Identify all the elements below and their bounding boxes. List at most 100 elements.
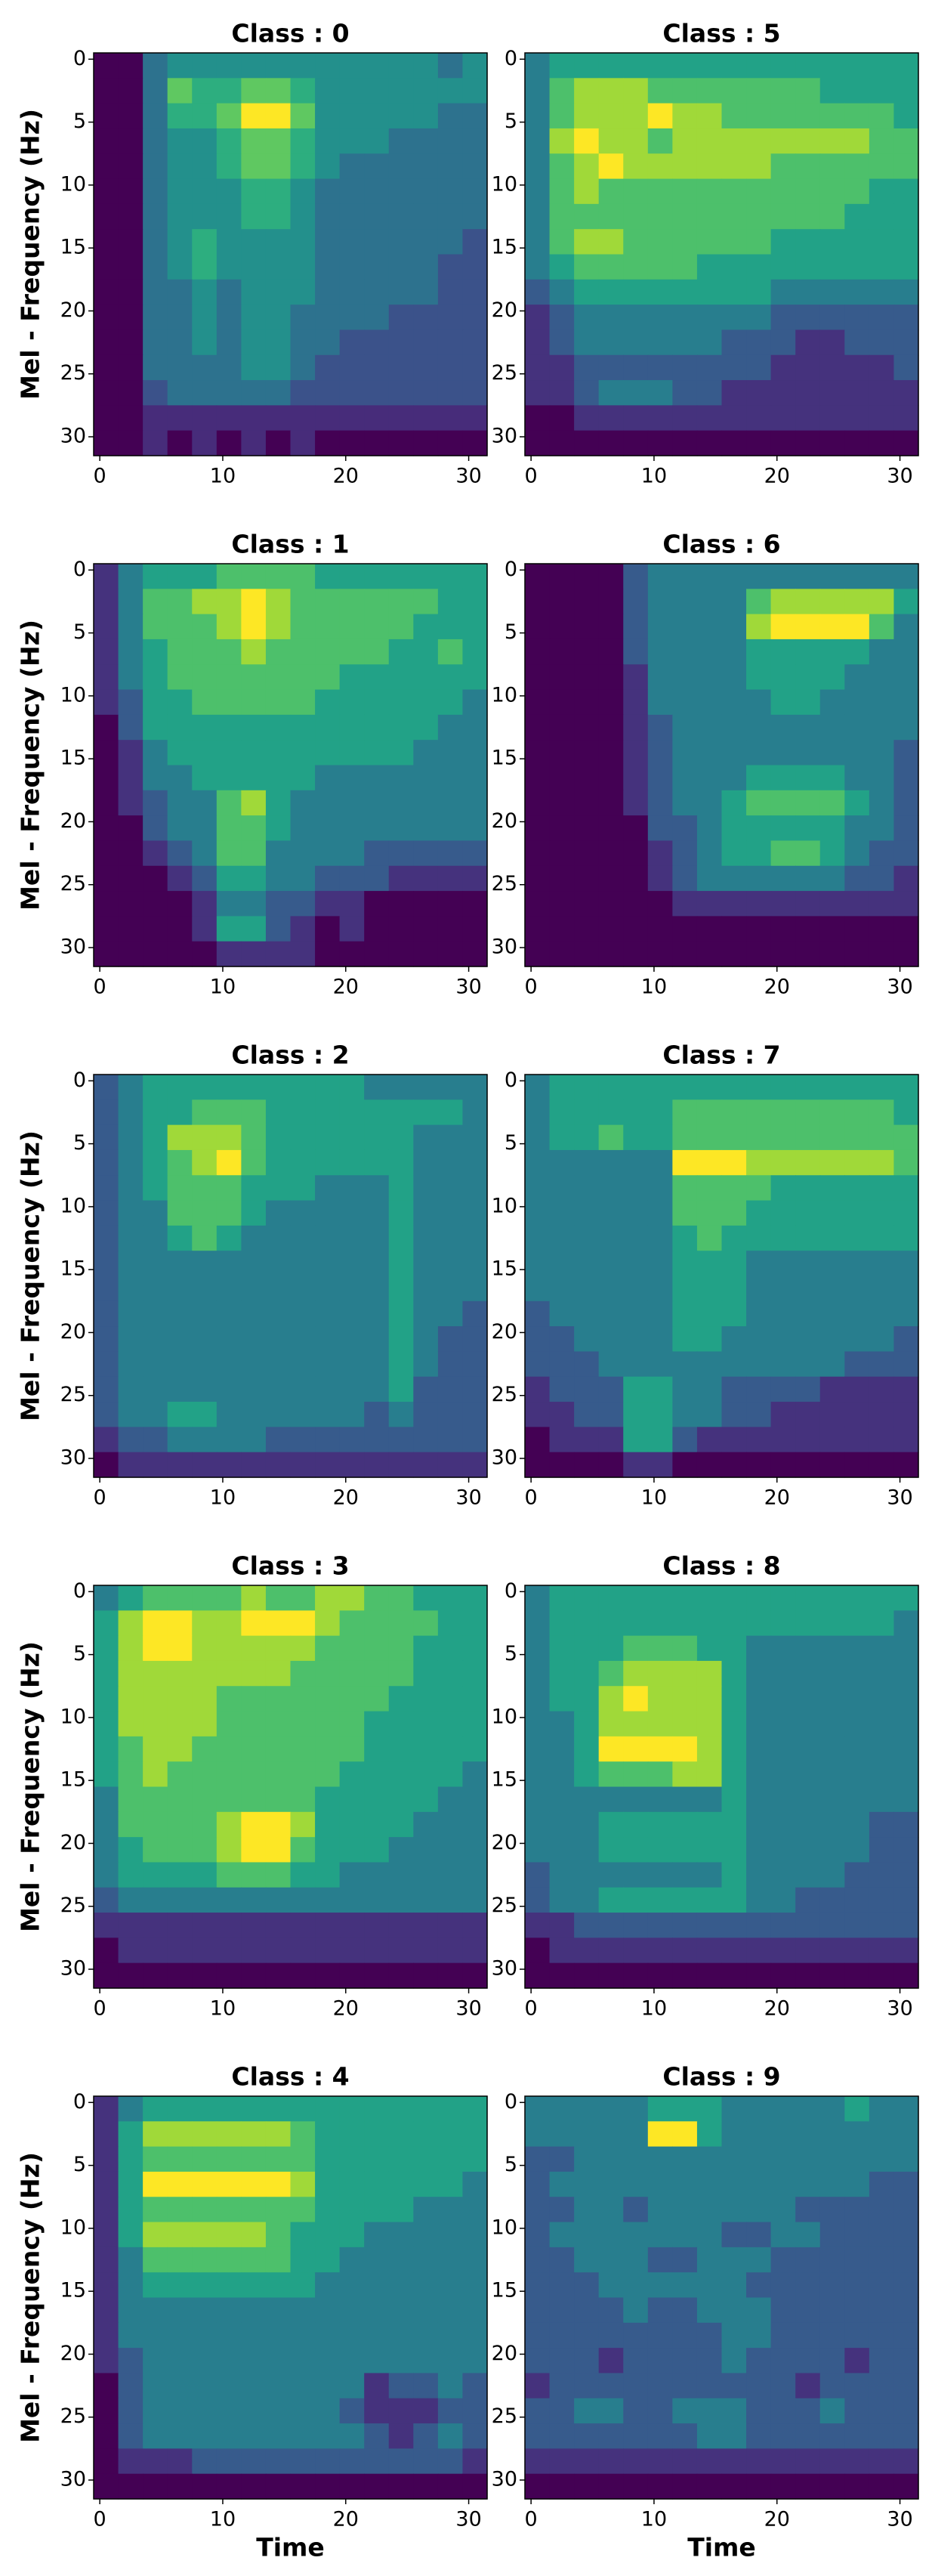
heatmap-cell bbox=[770, 1736, 796, 1762]
heatmap-cell bbox=[216, 2121, 242, 2148]
heatmap-cell bbox=[795, 153, 821, 180]
heatmap-cell bbox=[746, 254, 772, 280]
heatmap-cell bbox=[893, 689, 919, 716]
heatmap-cell bbox=[598, 1225, 624, 1251]
heatmap-cell bbox=[696, 78, 723, 104]
heatmap-cell bbox=[647, 1075, 673, 1100]
heatmap-cell bbox=[893, 815, 919, 842]
x-tick-label: 10 bbox=[210, 465, 236, 488]
heatmap-cell bbox=[462, 2297, 488, 2324]
heatmap-cell bbox=[696, 1736, 723, 1762]
heatmap-cell bbox=[598, 2197, 624, 2223]
heatmap-cell bbox=[696, 1376, 723, 1402]
heatmap-cell bbox=[598, 1452, 624, 1478]
heatmap-cell bbox=[844, 840, 870, 867]
heatmap-cell bbox=[721, 916, 747, 942]
heatmap-cell bbox=[241, 1736, 267, 1762]
heatmap-cell bbox=[844, 128, 870, 154]
heatmap-cell bbox=[844, 1149, 870, 1176]
panel-title: Class : 0 bbox=[231, 19, 349, 48]
heatmap-cell bbox=[893, 1376, 919, 1402]
heatmap-cell bbox=[94, 714, 119, 741]
heatmap-cell bbox=[437, 103, 464, 129]
heatmap-cell bbox=[721, 1402, 747, 1427]
heatmap-cell bbox=[265, 1276, 292, 1302]
heatmap-cell bbox=[143, 1913, 168, 1938]
heatmap-cell bbox=[167, 1862, 193, 1888]
panel-title: Class : 5 bbox=[662, 19, 780, 48]
heatmap-cell bbox=[315, 2398, 341, 2424]
heatmap-cell bbox=[315, 1686, 341, 1712]
heatmap-cell bbox=[844, 1585, 870, 1611]
heatmap-cell bbox=[844, 1736, 870, 1762]
heatmap-cell bbox=[437, 1962, 464, 1989]
heatmap-cell bbox=[869, 1402, 895, 1427]
heatmap-cell bbox=[672, 279, 698, 305]
heatmap-cell bbox=[696, 2272, 723, 2299]
heatmap-cell bbox=[869, 1376, 895, 1402]
heatmap-cell bbox=[795, 1585, 821, 1611]
heatmap-cell bbox=[143, 2297, 168, 2324]
heatmap-cell bbox=[192, 1761, 218, 1788]
heatmap-cell bbox=[696, 614, 723, 640]
heatmap-cell bbox=[696, 2423, 723, 2449]
heatmap-cell bbox=[525, 1200, 551, 1226]
heatmap-cell bbox=[696, 1251, 723, 1277]
heatmap-cell bbox=[549, 2222, 575, 2248]
heatmap-cell bbox=[869, 153, 895, 180]
heatmap-cell bbox=[844, 1200, 870, 1226]
heatmap-cell bbox=[241, 178, 267, 205]
heatmap-cell bbox=[746, 2473, 772, 2500]
heatmap-cell bbox=[462, 1660, 488, 1687]
heatmap-cell bbox=[413, 564, 439, 589]
y-tick-label: 25 bbox=[492, 361, 517, 385]
heatmap-cell bbox=[364, 103, 390, 129]
heatmap-cell bbox=[216, 2247, 242, 2273]
heatmap-cell bbox=[388, 840, 414, 867]
y-tick-label: 15 bbox=[60, 1768, 86, 1792]
heatmap-cell bbox=[770, 2247, 796, 2273]
heatmap-cell bbox=[746, 1351, 772, 1378]
heatmap-cell bbox=[413, 103, 439, 129]
heatmap-cell bbox=[339, 1351, 365, 1378]
heatmap-cell bbox=[623, 2171, 649, 2197]
heatmap-cell bbox=[118, 1660, 143, 1687]
heatmap-cell bbox=[525, 941, 551, 967]
heatmap-cell bbox=[462, 405, 488, 431]
heatmap-cell bbox=[623, 1276, 649, 1302]
heatmap-cell bbox=[672, 1175, 698, 1201]
heatmap-cell bbox=[525, 1837, 551, 1863]
heatmap-cell bbox=[574, 1686, 600, 1712]
heatmap-cell bbox=[770, 589, 796, 615]
y-tick-label: 20 bbox=[492, 298, 517, 322]
heatmap-cell bbox=[241, 1585, 267, 1611]
heatmap-cell bbox=[770, 2473, 796, 2500]
heatmap-cell bbox=[167, 229, 193, 255]
heatmap-cell bbox=[437, 2297, 464, 2324]
heatmap-cell bbox=[388, 1686, 414, 1712]
heatmap-cell bbox=[167, 1452, 193, 1478]
heatmap-cell bbox=[770, 430, 796, 456]
heatmap-cell bbox=[672, 1075, 698, 1100]
x-tick-label: 0 bbox=[525, 2508, 538, 2531]
heatmap-cell bbox=[525, 1686, 551, 1712]
heatmap-cell bbox=[672, 1351, 698, 1378]
heatmap-cell bbox=[893, 2197, 919, 2223]
heatmap-cell bbox=[623, 1075, 649, 1100]
heatmap-cell bbox=[746, 229, 772, 255]
heatmap-cell bbox=[118, 229, 143, 255]
heatmap-cell bbox=[339, 2322, 365, 2349]
y-tick-label: 5 bbox=[505, 620, 517, 644]
heatmap-cell bbox=[647, 2322, 673, 2349]
heatmap-cell bbox=[623, 1937, 649, 1964]
heatmap-cell bbox=[721, 1711, 747, 1737]
heatmap-cell bbox=[525, 2473, 551, 2500]
heatmap-cell bbox=[623, 1610, 649, 1637]
heatmap-cell bbox=[290, 229, 316, 255]
heatmap-cell bbox=[770, 2171, 796, 2197]
heatmap-cell bbox=[388, 2197, 414, 2223]
heatmap-cell bbox=[265, 1376, 292, 1402]
heatmap-cell bbox=[795, 1075, 821, 1100]
heatmap-cell bbox=[339, 2448, 365, 2475]
